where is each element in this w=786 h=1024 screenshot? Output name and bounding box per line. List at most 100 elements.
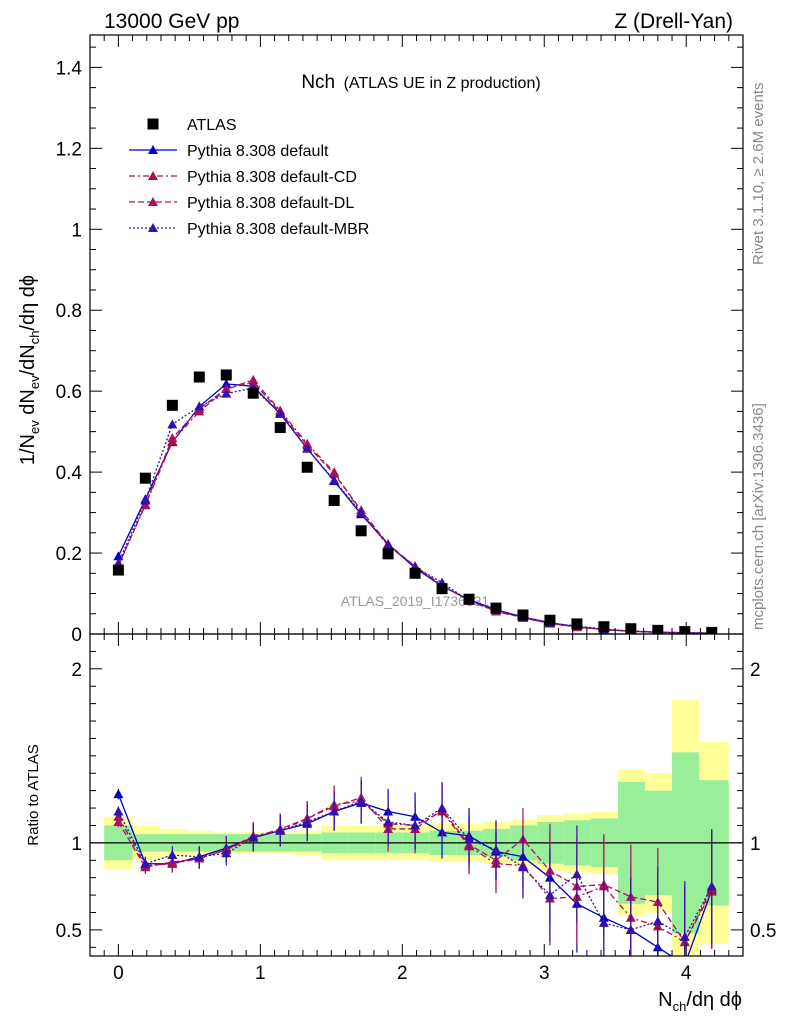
- y-axis-label-ratio: Ratio to ATLAS: [25, 744, 42, 845]
- legend-label: Pythia 8.308 default: [187, 143, 329, 160]
- ratio-point-3: [113, 806, 124, 816]
- ratio-marks: [113, 776, 717, 956]
- plot-title-main: Nch: [301, 72, 335, 93]
- rivet-label: Rivet 3.1.10, ≥ 2.6M events: [750, 83, 767, 266]
- ratio-line-3: [117, 800, 713, 938]
- data-point: [301, 461, 313, 473]
- plot-title-sub: (ATLAS UE in Z production): [344, 75, 541, 92]
- y-tick-label-main: 1.4: [56, 58, 83, 79]
- ratio-point-3: [140, 858, 151, 868]
- data-point: [517, 609, 529, 621]
- x-tick-label: 4: [681, 963, 692, 984]
- legend: ATLAS Pythia 8.308 default Pythia 8.308 de…: [129, 117, 369, 238]
- data-point: [625, 623, 637, 634]
- legend-marker-1: [148, 171, 158, 180]
- x-tick-label: 3: [539, 963, 550, 984]
- y-tick-label-ratio-right: 0.5: [750, 921, 776, 942]
- xlabel-part1: N: [658, 989, 672, 1011]
- ylabel-part3-sub: ch: [27, 331, 42, 345]
- ratio-point-3: [302, 816, 313, 826]
- series-point-0: [221, 378, 232, 388]
- mcplots-label: mcplots.cern.ch [arXiv:1306.3436]: [750, 403, 767, 630]
- ratio-line-2: [117, 796, 713, 944]
- ratio-point-3: [410, 820, 421, 830]
- series-point-3: [383, 539, 394, 549]
- xlabel-rest: /dη dϕ: [686, 989, 742, 1011]
- ylabel-part4: /dη dϕ: [17, 275, 39, 331]
- series-point-2: [167, 433, 178, 443]
- y-tick-label-main: 0.2: [56, 544, 82, 565]
- ylabel-part1: 1/N: [17, 434, 39, 465]
- series-point-3: [302, 443, 313, 453]
- ratio-point-3: [652, 916, 663, 926]
- ratio-point-3: [329, 806, 340, 816]
- ratio-point-3: [490, 844, 501, 854]
- data-point: [544, 614, 556, 626]
- ratio-axes: 0 1 2 3 4 0.5 0.5 1 1 2 2: [56, 622, 776, 984]
- series-point-3: [194, 401, 205, 411]
- ratio-point-3: [167, 850, 178, 860]
- y-tick-label-main: 0: [71, 625, 82, 646]
- data-point: [409, 567, 421, 579]
- legend-marker-2: [148, 197, 158, 206]
- ratio-panel: 0 1 2 3 4 0.5 0.5 1 1 2 2: [56, 622, 776, 984]
- series-point-3: [275, 408, 286, 418]
- ratio-point-2: [113, 816, 124, 826]
- data-point: [247, 387, 259, 399]
- y-tick-label-main: 0.8: [56, 301, 82, 322]
- series-point-2: [221, 383, 232, 393]
- data-point: [139, 472, 151, 484]
- ratio-point-3: [356, 796, 367, 806]
- ratio-point-3: [679, 931, 690, 941]
- data-point: [598, 621, 610, 633]
- ylabel-part2-sub: ev: [27, 375, 42, 389]
- ratio-point-0: [113, 789, 124, 799]
- process-label: Z (Drell-Yan): [614, 10, 733, 33]
- data-point: [274, 422, 286, 434]
- ratio-point-3: [194, 851, 205, 861]
- legend-marker-data: [147, 118, 159, 130]
- legend-label: Pythia 8.308 default-DL: [187, 195, 354, 212]
- y-tick-label-ratio-right: 2: [750, 660, 761, 681]
- legend-marker-3: [148, 223, 158, 232]
- series-point-3: [329, 475, 340, 485]
- ratio-point-3: [625, 924, 636, 934]
- x-tick-label: 0: [113, 963, 124, 984]
- data-point: [679, 626, 691, 634]
- data-point: [382, 548, 394, 560]
- y-axis-label-main: 1/Nev dNev/dNch/dη dϕ: [17, 275, 42, 465]
- ratio-point-3: [383, 816, 394, 826]
- x-tick-label: 2: [397, 963, 408, 984]
- ylabel-part3: /dN: [17, 344, 39, 375]
- y-tick-label-ratio: 1: [71, 834, 82, 855]
- data-point: [571, 618, 583, 630]
- ratio-point-3: [598, 917, 609, 927]
- ylabel-part2: dN: [17, 389, 39, 420]
- x-axis-label: Nch/dη dϕ: [658, 989, 742, 1014]
- data-point: [436, 583, 448, 595]
- data-point: [463, 593, 475, 605]
- data-point: [706, 626, 718, 634]
- y-tick-label-main: 0.6: [56, 382, 82, 403]
- data-point: [355, 525, 367, 537]
- legend-label: Pythia 8.308 default-CD: [187, 169, 357, 186]
- series-point-3: [221, 388, 232, 398]
- ratio-point-3: [544, 890, 555, 900]
- ratio-point-3: [706, 881, 717, 891]
- data-point: [220, 369, 232, 381]
- data-point: [490, 602, 502, 614]
- ratio-bands: [90, 700, 743, 956]
- series-point-3: [140, 495, 151, 505]
- data-point: [328, 494, 340, 506]
- y-tick-label-ratio: 0.5: [56, 921, 82, 942]
- data-point: [193, 371, 205, 383]
- x-tick-label: 1: [255, 963, 266, 984]
- ratio-point-3: [275, 825, 286, 835]
- y-tick-label-main: 1: [71, 220, 82, 241]
- ylabel-part1-sub: ev: [27, 420, 42, 434]
- ratio-point-3: [571, 869, 582, 879]
- energy-label: 13000 GeV pp: [104, 10, 239, 33]
- y-tick-label-main: 0.4: [56, 463, 83, 484]
- legend-marker-0: [148, 145, 158, 154]
